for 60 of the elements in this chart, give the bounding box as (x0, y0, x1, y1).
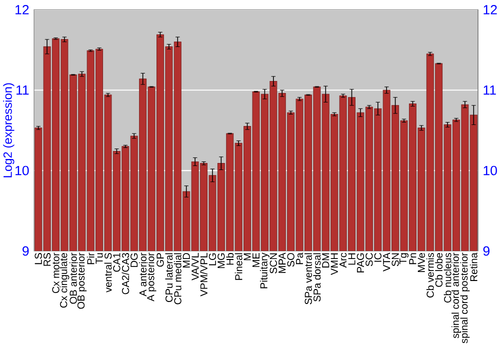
x-tick-label: Cb lobe (435, 253, 443, 287)
x-tick-label: Pineal (234, 253, 242, 280)
x-tick-label: OB posterior (77, 252, 87, 309)
x-tick-label: VPM/VPL (200, 252, 208, 296)
y2-tick-label: 11 (484, 86, 496, 95)
x-tick-label: VTA (383, 252, 390, 272)
x-tick-label: SN (392, 253, 399, 266)
x-tick-label: A anterior (139, 252, 147, 296)
x-tick-label: LH (348, 253, 356, 265)
x-tick-label: Cx cingulate (60, 253, 70, 308)
x-tick-label: SPa ventral (304, 253, 312, 304)
x-tick-label: MD (182, 253, 190, 268)
x-tick-label: SC (366, 252, 373, 266)
x-tick-label: PAG (356, 253, 364, 272)
x-tick-label: CA2/CA3 (122, 253, 130, 294)
x-tick-label: A posterior (146, 252, 156, 302)
x-tick-label: CA1 (113, 253, 120, 272)
x-tick-label: Arc (340, 252, 347, 268)
x-tick-label: MPA (278, 252, 286, 273)
y2-tick-label: 10 (484, 166, 497, 176)
x-tick-label: SPa dorsal (313, 253, 321, 302)
x-tick-label: LS (34, 253, 42, 264)
x-tick-label: MVe (418, 253, 425, 272)
x-tick-label: Pn (409, 253, 416, 264)
x-tick-label: SCN (270, 253, 277, 274)
x-tick-label: VMH (330, 253, 338, 275)
x-tick-label: Cb vermis (426, 252, 434, 298)
x-tick-label: Tg (399, 253, 409, 264)
x-tick-label: Retina (470, 252, 478, 281)
y2-tick-label: 12 (484, 5, 497, 14)
x-tick-label: Cb nucleus (444, 252, 452, 303)
y-tick-label: 10 (16, 166, 29, 176)
x-tick-label: IC (374, 252, 382, 262)
y-tick-label: 12 (16, 5, 29, 14)
x-tick-label: Hb (226, 253, 234, 265)
x-tick-label: M (244, 253, 251, 260)
x-tick-label: LG (208, 253, 216, 266)
x-tick-label: CPu medial (174, 253, 182, 304)
x-tick-label: Tu (96, 253, 103, 264)
x-tick-label: ME (252, 253, 260, 267)
x-tick-label: DG (130, 253, 138, 267)
x-tick-label: Cx motor (52, 252, 60, 294)
x-tick-label: RS (43, 253, 51, 266)
x-tick-label: CPu lateral (165, 253, 173, 302)
x-tick-label: spinal cord posterior (460, 252, 470, 344)
x-tick-label: Pir (86, 252, 94, 264)
y-axis-title: Log2 (expression) (3, 83, 14, 178)
x-tick-label: VA/VL (191, 252, 199, 280)
x-tick-label: Pituitary (260, 252, 270, 288)
y2-tick-label: 9 (483, 246, 490, 256)
x-tick-label: Pa (296, 252, 304, 264)
y-tick-label: 11 (16, 86, 29, 95)
x-tick-label: DM (322, 253, 330, 268)
x-tick-label: OB anterior (69, 252, 77, 304)
x-tick-label: ventral S (104, 253, 112, 292)
x-tick-label: MG (218, 253, 225, 268)
x-tick-label: SO (287, 253, 294, 267)
x-tick-label: spinal cord anterior (452, 252, 461, 338)
x-tick-label: GP (156, 253, 164, 267)
y-tick-label: 9 (22, 246, 29, 256)
